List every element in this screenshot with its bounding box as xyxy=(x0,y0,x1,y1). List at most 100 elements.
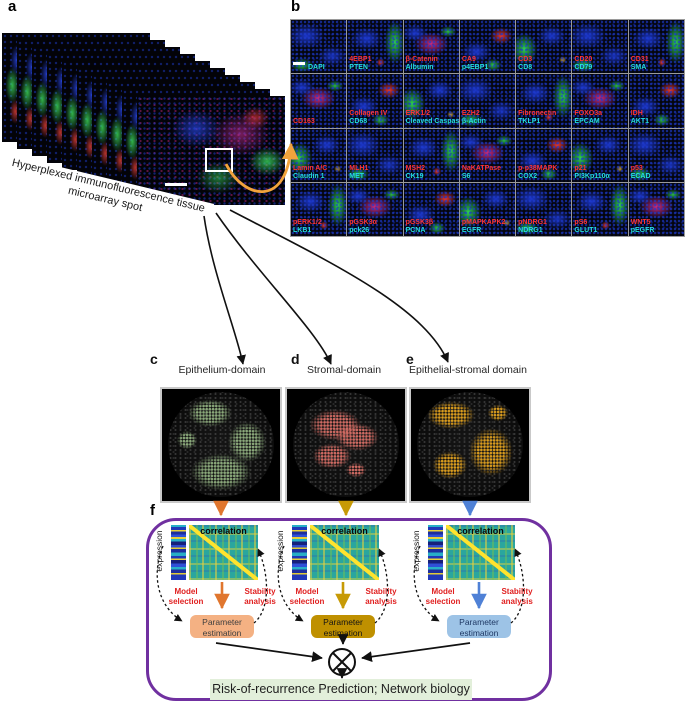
marker-label-cyan: CD79 xyxy=(574,64,593,72)
marker-tile: FOXO3a EPCAM xyxy=(572,74,628,128)
marker-tile: β-Catenin Albumin xyxy=(403,20,459,74)
marker-label-red: NaKATPase xyxy=(461,164,502,172)
panel-label-c: c xyxy=(150,351,158,367)
marker-tile: CD31 SMA xyxy=(628,20,684,74)
panel-label-a: a xyxy=(8,0,17,15)
marker-tile: NaKATPase S6 xyxy=(459,128,516,182)
marker-label-red: Collagen IV xyxy=(349,110,388,118)
panel-b-marker-grid: DAPI 4EBP1 PTEN β-Catenin Albumin CA9 p4… xyxy=(290,19,685,237)
marker-tile: ERK1/2 Cleaved Caspase 3 xyxy=(403,74,459,128)
marker-tile: pS6 GLUT1 xyxy=(572,182,628,236)
marker-label-cyan: Albumin xyxy=(405,64,434,72)
marker-label-cyan: Cleaved Caspase 3 xyxy=(405,118,459,126)
parameter-estimation-box: Parameter estimation xyxy=(311,615,375,638)
marker-label-red: IDH xyxy=(630,110,643,118)
marker-label-cyan: NDRG1 xyxy=(518,226,543,234)
marker-tile: CD163 xyxy=(291,74,347,128)
stromal-domain-image xyxy=(285,387,407,503)
marker-label-red: CD20 xyxy=(574,56,593,64)
marker-tile: pMAPKAPK2 EGFR xyxy=(459,182,516,236)
panel-c-title: Epithelium-domain xyxy=(178,364,266,376)
marker-label-red: p53 xyxy=(630,164,643,172)
pipeline-unit-epithelial-stromal: expression correlation Model selection S… xyxy=(411,520,539,645)
panel-d-title: Stromal-domain xyxy=(306,364,382,376)
marker-tile: p53 ECAD xyxy=(628,128,684,182)
marker-label-cyan: pck26 xyxy=(349,226,370,234)
marker-label-red: Fibronectin xyxy=(518,110,557,118)
marker-label-cyan: ECAD xyxy=(630,172,651,180)
epithelium-domain-image xyxy=(160,387,282,503)
marker-tile: Collagen IV CD68 xyxy=(347,74,403,128)
marker-label-red: CD163 xyxy=(293,118,315,126)
marker-tile: MLH1 MET xyxy=(347,128,403,182)
marker-label-red: 4EBP1 xyxy=(349,56,372,64)
marker-label-cyan: EGFR xyxy=(461,226,482,234)
marker-tile: p21 PI3Kp110α xyxy=(572,128,628,182)
epithelial-stromal-domain-image xyxy=(409,387,531,503)
marker-label-cyan: LKB1 xyxy=(293,226,312,234)
roi-box xyxy=(205,148,233,172)
marker-tile: pGSK3α pck26 xyxy=(347,182,403,236)
marker-label-cyan: TKLP1 xyxy=(518,118,541,126)
marker-tile: MSH2 CK19 xyxy=(403,128,459,182)
marker-label-cyan: EPCAM xyxy=(574,118,600,126)
marker-label-cyan: GLUT1 xyxy=(574,226,598,234)
marker-label-red: Lamin A/C xyxy=(293,164,328,172)
stability-analysis-label: Stability analysis xyxy=(501,587,533,606)
marker-label-red: MSH2 xyxy=(405,164,426,172)
expression-heatmap-strip xyxy=(428,525,443,580)
expression-axis-label: expression xyxy=(154,530,164,572)
marker-label-red: FOXO3a xyxy=(574,110,603,118)
marker-label-red: p21 xyxy=(574,164,587,172)
correlation-heatmap: correlation xyxy=(310,525,379,580)
marker-tile: pGSK3β PCNA xyxy=(403,182,459,236)
correlation-label: correlation xyxy=(457,526,504,536)
stack-frame-front xyxy=(137,96,285,205)
panel-label-f: f xyxy=(150,502,155,519)
marker-label-cyan: MET xyxy=(349,172,365,180)
marker-label-cyan: β-Actin xyxy=(461,118,486,126)
panel-a-scale-bar xyxy=(165,183,187,186)
marker-label-cyan: DAPI xyxy=(308,64,325,72)
pipeline-unit-stromal: expression correlation Model selection S… xyxy=(275,520,403,645)
marker-label-cyan: AKT1 xyxy=(630,118,649,126)
marker-tile: pERK1/2 LKB1 xyxy=(291,182,347,236)
marker-label-red: EZH2 xyxy=(461,110,480,118)
correlation-heatmap: correlation xyxy=(189,525,258,580)
arrow-to-panel-c xyxy=(203,215,246,365)
marker-tile: DAPI xyxy=(291,20,347,74)
marker-label-cyan: p4EBP1 xyxy=(461,64,489,72)
marker-label-red: CD3 xyxy=(518,56,533,64)
marker-label-red: pGSK3β xyxy=(405,218,434,226)
correlation-heatmap: correlation xyxy=(446,525,515,580)
marker-tile: 4EBP1 PTEN xyxy=(347,20,403,74)
marker-label-red: p-p38MAPK xyxy=(518,164,558,172)
parameter-estimation-box: Parameter estimation xyxy=(190,615,254,638)
model-selection-label: Model selection xyxy=(425,587,461,606)
marker-label-red: WNT5 xyxy=(630,218,651,226)
stability-analysis-label: Stability analysis xyxy=(365,587,397,606)
marker-label-red: pGSK3α xyxy=(349,218,377,226)
model-selection-label: Model selection xyxy=(289,587,325,606)
model-selection-label: Model selection xyxy=(168,587,204,606)
marker-label-red: β-Catenin xyxy=(405,56,438,64)
marker-label-red: pMAPKAPK2 xyxy=(461,218,506,226)
expression-axis-label: expression xyxy=(411,530,421,572)
marker-tile: CD3 CD8 xyxy=(516,20,572,74)
panel-b-scale-bar xyxy=(293,62,305,65)
marker-label-red: ERK1/2 xyxy=(405,110,431,118)
correlation-label: correlation xyxy=(200,526,247,536)
marker-tile: Lamin A/C Claudin 1 xyxy=(291,128,347,182)
panel-e-title: Epithelial-stromal domain xyxy=(409,364,527,376)
marker-label-red: MLH1 xyxy=(349,164,369,172)
parameter-estimation-box: Parameter estimation xyxy=(447,615,511,638)
marker-tile: CA9 p4EBP1 xyxy=(459,20,516,74)
marker-label-cyan: PI3Kp110α xyxy=(574,172,610,180)
marker-tile: CD20 CD79 xyxy=(572,20,628,74)
marker-label-cyan: SMA xyxy=(630,64,647,72)
marker-label-cyan: Claudin 1 xyxy=(293,172,325,180)
risk-prediction-output-box: Risk-of-recurrence Prediction; Network b… xyxy=(210,679,472,700)
marker-label-cyan: COX2 xyxy=(518,172,538,180)
expression-heatmap-strip xyxy=(292,525,307,580)
marker-tile: EZH2 β-Actin xyxy=(459,74,516,128)
